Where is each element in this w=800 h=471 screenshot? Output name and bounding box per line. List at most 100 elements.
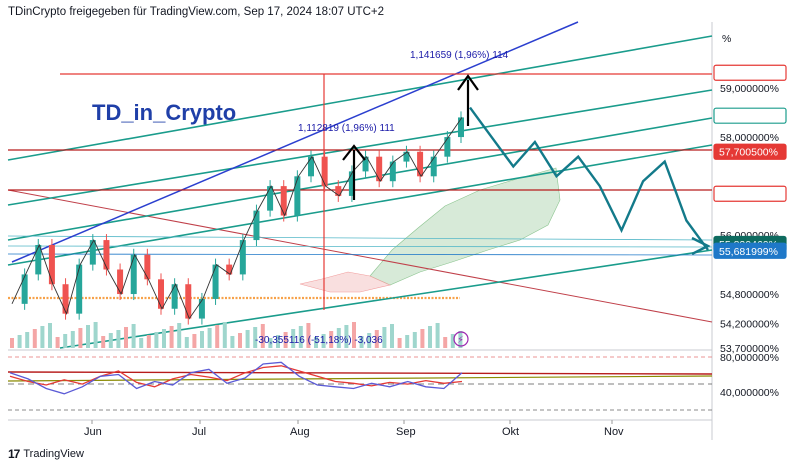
candle-body — [130, 254, 137, 295]
volume-bar — [10, 338, 14, 348]
projection-path — [469, 106, 709, 251]
channel-line-4 — [7, 144, 713, 266]
indicator-level-1 — [7, 371, 713, 375]
indicator-tick-label: 40,000000% — [720, 387, 779, 399]
price-tag: 59,311211% — [713, 64, 787, 81]
volume-bar — [48, 323, 52, 348]
volume-bar — [55, 337, 60, 348]
volume-bar — [283, 332, 288, 348]
footer-text: TradingView — [23, 448, 84, 460]
candle-body — [212, 264, 219, 299]
chart-header: TDinCrypto freigegeben für TradingView.c… — [8, 6, 384, 18]
percent-label: % — [722, 33, 731, 45]
projection-arrowhead — [691, 236, 711, 256]
candle-body — [321, 156, 328, 187]
channel-line-8 — [7, 253, 713, 256]
price-tag-label: 58,435807% — [719, 111, 778, 123]
candle-body — [117, 269, 124, 295]
channel-line-7 — [7, 245, 713, 248]
candle-body — [308, 156, 314, 177]
volume-bar — [390, 324, 394, 348]
candle-body — [21, 274, 28, 304]
candle-body — [362, 156, 369, 172]
price-tag: 55,681999% — [713, 242, 787, 259]
volume-bar — [306, 323, 311, 348]
price-tag-box — [713, 185, 787, 202]
volume-bar — [458, 331, 463, 348]
volume-bar — [146, 335, 151, 348]
channel-line-2 — [7, 89, 713, 206]
price-tag-label: 57,700500% — [719, 147, 778, 159]
y-tick-label: 59,000000% — [720, 83, 779, 95]
candle-body — [348, 171, 355, 196]
candle-body — [35, 244, 42, 275]
descending-trendline — [7, 189, 713, 323]
lightning-icon-glyph: ⚡ — [457, 335, 464, 346]
price-tag-label: 56,844491% — [719, 189, 778, 201]
measure-arrowhead-2 — [457, 74, 479, 91]
y-tick-label: 58,000000% — [720, 132, 779, 144]
ichimoku-cloud — [369, 167, 561, 286]
volume-bar — [207, 328, 212, 348]
candle-body — [430, 156, 437, 177]
volume-bar — [420, 329, 425, 348]
y-tick-label: 53,700000% — [720, 343, 779, 355]
volume-bar — [336, 328, 341, 348]
lightning-icon[interactable] — [453, 331, 469, 347]
measure-arrowhead-1 — [342, 144, 366, 161]
month-label: Sep — [396, 426, 416, 438]
channel-line-6 — [7, 235, 713, 241]
price-tag-label: 59,311211% — [719, 68, 776, 80]
volume-bar — [177, 323, 182, 348]
volume-bar — [86, 325, 90, 348]
volume-bar — [374, 330, 379, 348]
volume-bar — [25, 332, 30, 348]
candle-body — [335, 186, 342, 196]
candle-body — [62, 284, 69, 314]
volume-bar — [154, 332, 159, 348]
candle-body — [267, 186, 274, 211]
volume-bar — [200, 331, 204, 348]
volume-bar — [329, 331, 334, 348]
volume-bar — [184, 337, 189, 348]
blue-trendline — [11, 21, 579, 263]
annotation-1: 1,141659 (1,96%) 114 — [410, 50, 509, 61]
volume-bar — [314, 337, 318, 348]
month-label: Aug — [290, 426, 310, 438]
volume-bar — [215, 325, 220, 348]
volume-bar — [321, 334, 326, 348]
volume-bar — [108, 333, 113, 348]
volume-bar — [230, 336, 235, 348]
volume-bar — [32, 329, 37, 348]
indicator-level-2 — [7, 375, 713, 382]
price-tag-box — [713, 107, 787, 124]
volume-bar — [435, 323, 440, 348]
volume-bar — [116, 330, 121, 348]
tradingview-logo-icon: 17 — [8, 447, 20, 461]
candle-body — [48, 244, 55, 285]
candle-body — [417, 151, 424, 177]
volume-bar — [78, 328, 83, 348]
price-tag-box — [713, 242, 787, 259]
volume-bar — [101, 336, 106, 348]
channel-line-1 — [7, 35, 713, 161]
volume-bar — [359, 336, 364, 348]
candle-body — [144, 254, 151, 280]
candle-body — [444, 137, 451, 157]
candle-body — [239, 240, 246, 275]
candle-body — [253, 210, 260, 241]
volume-bar — [63, 334, 68, 348]
volume-bar — [260, 324, 265, 348]
volume-bar — [298, 326, 303, 348]
channel-line-3 — [7, 117, 713, 241]
volume-bar — [397, 338, 402, 348]
price-tag: 57,700500% — [713, 143, 787, 160]
footer: 17 TradingView — [8, 447, 84, 461]
volume-bar — [428, 326, 432, 348]
candle-body — [389, 161, 396, 182]
volume-bar — [245, 330, 250, 348]
volume-bar — [17, 335, 22, 348]
indicator-axis-ticks: 80,000000% 40,000000% — [720, 352, 779, 399]
volume-bar — [382, 327, 387, 348]
